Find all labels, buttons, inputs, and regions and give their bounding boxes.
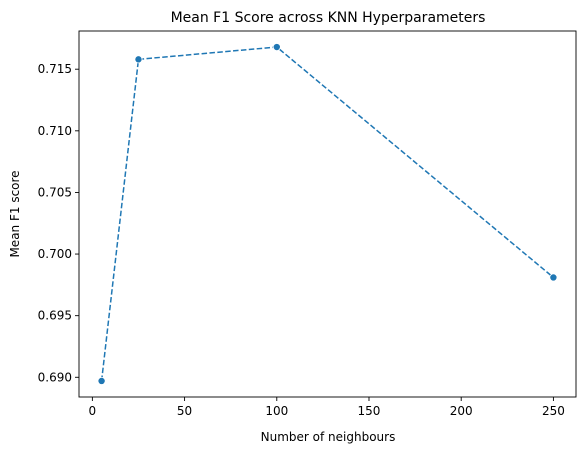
x-axis: 0 50 100 150 200 250 [89,397,565,418]
plot-frame [78,30,577,398]
y-axis-label: Mean F1 score [8,170,22,257]
y-tick-label: 0.705 [38,185,72,199]
x-tick-label: 50 [177,404,192,418]
y-tick-label: 0.690 [38,370,72,384]
plot-area [97,43,558,385]
data-point [549,273,558,282]
series-line [100,46,554,382]
y-tick-label: 0.695 [38,309,72,323]
x-tick-label: 200 [450,404,473,418]
x-tick-label: 100 [265,404,288,418]
data-point [134,55,143,64]
data-point [97,376,106,385]
y-axis: 0.690 0.695 0.700 0.705 0.710 0.715 [38,62,79,384]
y-tick-label: 0.715 [38,62,72,76]
chart-title: Mean F1 Score across KNN Hyperparameters [171,10,486,26]
x-tick-label: 0 [89,404,97,418]
y-tick-label: 0.700 [38,247,72,261]
x-axis-label: Number of neighbours [261,430,396,444]
x-tick-label: 150 [358,404,381,418]
x-tick-label: 250 [542,404,565,418]
data-point [272,43,281,52]
y-tick-label: 0.710 [38,124,72,138]
